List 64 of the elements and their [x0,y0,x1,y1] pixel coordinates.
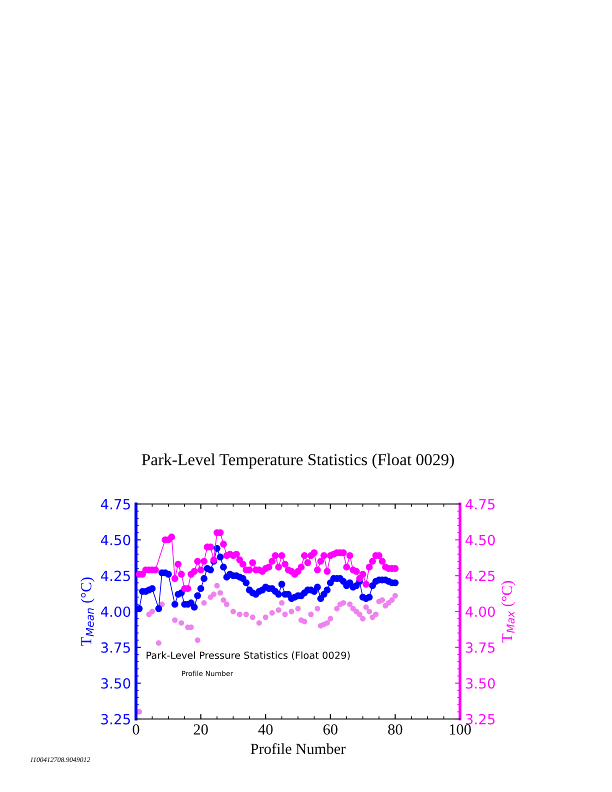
y-tick-label: 3.75 [101,642,130,653]
point [279,600,285,606]
point [334,606,340,612]
point [392,592,398,599]
point [288,608,294,614]
point [262,614,268,620]
point [347,602,353,608]
point [295,606,301,612]
x-tick-label: 60 [323,724,338,735]
annotation: Park-Level Pressure Statistics (Float 0029) [146,651,350,660]
point [220,597,226,603]
point [194,637,200,643]
point [178,620,184,626]
point [363,604,369,610]
y2-tick-label: 3.25 [466,714,495,724]
y-tick-label: 3.25 [101,714,130,724]
point [230,608,236,614]
point [149,608,155,614]
point [172,617,178,623]
point [269,610,275,616]
point [340,600,346,606]
y-tick-label: 4.50 [100,534,130,546]
chart-title: Park-Level Temperature Statistics (Float 0029) [142,454,454,469]
y-axis-title: T$_{Mean}$ (°C) [80,578,94,646]
y-tick-label: 4.75 [100,499,130,510]
point [314,606,320,612]
point [366,608,372,614]
point [201,600,207,606]
y2-axis-title: T$_{Max}$ (°C) [501,581,516,642]
point [324,620,330,626]
y2-tick-label: 4.00 [466,606,495,617]
point [236,612,242,618]
point [302,618,308,624]
point [379,597,386,603]
point [156,640,162,646]
y2-tick-label: 4.25 [466,570,495,582]
point [356,612,362,618]
x-tick-label: 80 [388,724,402,735]
point [214,582,220,588]
x-tick-label: 40 [258,724,273,735]
point [308,612,314,618]
point [389,597,395,603]
point [360,616,366,622]
point [372,612,379,618]
y2-tick-label: 4.75 [466,499,495,510]
point [276,607,282,613]
y2-tick-label: 3.50 [466,678,495,689]
x-tick-label: 100 [450,724,471,735]
point [224,602,230,608]
y2-tick-label: 4.50 [466,534,495,546]
point [282,612,288,618]
point [217,590,224,596]
point [243,612,249,618]
x-tick-label: 0 [132,724,140,735]
point [328,616,334,622]
point [256,620,262,626]
x-tick-label: 20 [194,724,208,735]
point [250,614,256,620]
y-tick-label: 4.25 [100,570,130,582]
point [210,592,217,598]
y-tick-label: 3.50 [101,678,130,689]
x-axis-title: Profile Number [250,743,346,754]
y2-tick-label: 3.75 [466,642,495,653]
y-tick-label: 4.00 [100,606,130,617]
